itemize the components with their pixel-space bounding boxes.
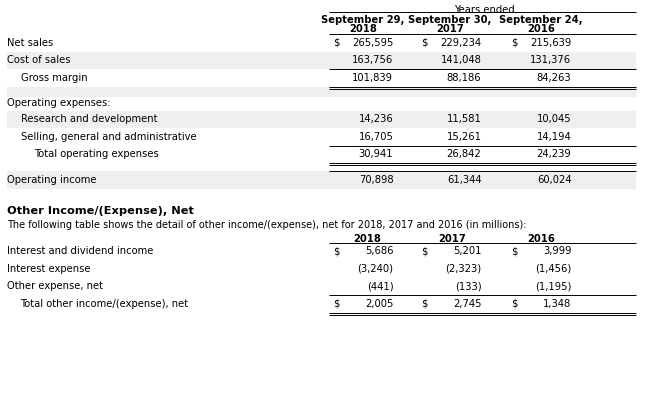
Text: (1,195): (1,195) — [535, 281, 571, 291]
Text: 141,048: 141,048 — [440, 55, 481, 65]
Text: 2017: 2017 — [438, 235, 466, 244]
Text: $: $ — [333, 38, 339, 48]
Text: Interest and dividend income: Interest and dividend income — [7, 246, 154, 256]
Bar — [7, 86, 636, 97]
Text: September 24,: September 24, — [500, 15, 583, 25]
Text: 70,898: 70,898 — [358, 175, 393, 185]
Text: 16,705: 16,705 — [358, 132, 393, 142]
Text: 229,234: 229,234 — [440, 38, 481, 48]
Text: 2,745: 2,745 — [453, 299, 481, 309]
Text: 84,263: 84,263 — [537, 73, 571, 83]
Text: 26,842: 26,842 — [447, 149, 481, 159]
Text: 131,376: 131,376 — [530, 55, 571, 65]
Text: $: $ — [511, 38, 517, 48]
Text: $: $ — [511, 246, 517, 256]
Text: $: $ — [333, 299, 339, 309]
Text: 2018: 2018 — [353, 235, 381, 244]
Text: Years ended: Years ended — [454, 5, 515, 15]
Text: The following table shows the detail of other income/(expense), net for 2018, 20: The following table shows the detail of … — [7, 220, 527, 231]
Text: Operating income: Operating income — [7, 175, 96, 185]
Text: 5,686: 5,686 — [365, 246, 393, 256]
Text: 1,348: 1,348 — [543, 299, 571, 309]
Text: 10,045: 10,045 — [537, 114, 571, 124]
Text: (441): (441) — [366, 281, 393, 291]
Text: 14,236: 14,236 — [358, 114, 393, 124]
Text: Cost of sales: Cost of sales — [7, 55, 71, 65]
Text: (133): (133) — [455, 281, 481, 291]
Text: Selling, general and administrative: Selling, general and administrative — [20, 132, 196, 142]
Bar — [7, 111, 636, 128]
Text: (2,323): (2,323) — [445, 264, 481, 274]
Text: 215,639: 215,639 — [530, 38, 571, 48]
Text: $: $ — [333, 246, 339, 256]
Text: Interest expense: Interest expense — [7, 264, 90, 274]
Text: 3,999: 3,999 — [543, 246, 571, 256]
Text: Total operating expenses: Total operating expenses — [34, 149, 159, 159]
Text: 15,261: 15,261 — [446, 132, 481, 142]
Text: Other expense, net: Other expense, net — [7, 281, 103, 291]
Text: (3,240): (3,240) — [357, 264, 393, 274]
Text: 11,581: 11,581 — [447, 114, 481, 124]
Text: Net sales: Net sales — [7, 38, 53, 48]
Text: 2016: 2016 — [527, 24, 555, 34]
Text: 30,941: 30,941 — [358, 149, 393, 159]
Text: $: $ — [420, 246, 427, 256]
Bar — [7, 171, 636, 188]
Text: $: $ — [420, 299, 427, 309]
Text: 2017: 2017 — [436, 24, 464, 34]
Text: 2016: 2016 — [527, 235, 555, 244]
Text: 60,024: 60,024 — [537, 175, 571, 185]
Text: Research and development: Research and development — [20, 114, 157, 124]
Text: 88,186: 88,186 — [447, 73, 481, 83]
Text: Operating expenses:: Operating expenses: — [7, 98, 110, 109]
Text: Total other income/(expense), net: Total other income/(expense), net — [20, 299, 188, 309]
Text: Gross margin: Gross margin — [20, 73, 87, 83]
Text: 265,595: 265,595 — [352, 38, 393, 48]
Text: 163,756: 163,756 — [352, 55, 393, 65]
Text: $: $ — [420, 38, 427, 48]
Text: Other Income/(Expense), Net: Other Income/(Expense), Net — [7, 206, 194, 217]
Text: 24,239: 24,239 — [536, 149, 571, 159]
Text: 61,344: 61,344 — [447, 175, 481, 185]
Text: $: $ — [511, 299, 517, 309]
Bar — [7, 51, 636, 69]
Text: 14,194: 14,194 — [536, 132, 571, 142]
Text: September 30,: September 30, — [409, 15, 492, 25]
Text: 101,839: 101,839 — [353, 73, 393, 83]
Text: 5,201: 5,201 — [453, 246, 481, 256]
Text: 2,005: 2,005 — [365, 299, 393, 309]
Text: 2018: 2018 — [349, 24, 377, 34]
Text: (1,456): (1,456) — [535, 264, 571, 274]
Text: September 29,: September 29, — [322, 15, 405, 25]
